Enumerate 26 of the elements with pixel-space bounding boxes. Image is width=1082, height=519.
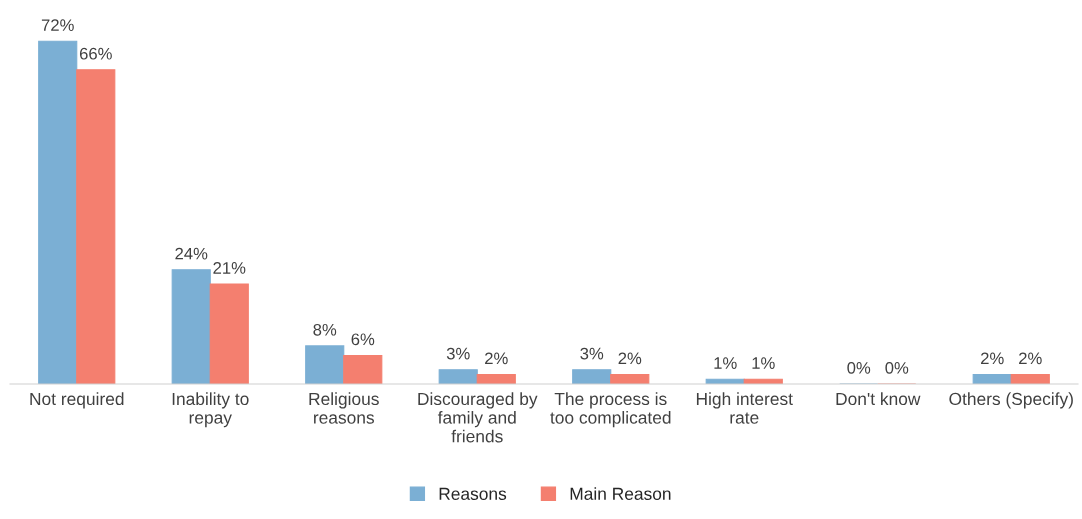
x-tick-label: Others (Specify)	[949, 392, 1073, 409]
data-label: 21%	[213, 261, 246, 274]
legend-label: Main Reason	[570, 487, 671, 500]
data-label: 2%	[1019, 352, 1042, 365]
data-label: 2%	[618, 352, 642, 365]
x-tick-label: Not required	[30, 392, 124, 409]
data-label: 66%	[79, 47, 112, 60]
x-tick-label: High interest rate	[696, 392, 793, 424]
x-tick-label: The process is too complicated	[550, 392, 671, 428]
data-label: 3%	[446, 347, 470, 360]
data-label: 0%	[885, 361, 909, 374]
data-label: 72%	[41, 19, 74, 31]
x-tick-label: Don't know	[836, 392, 921, 406]
legend-label: Reasons	[439, 487, 507, 500]
x-tick-label: Discouraged by family and friends	[418, 392, 538, 443]
x-tick-label: Religious reasons	[309, 392, 379, 424]
x-tick-label: Inability to repay	[172, 392, 249, 428]
data-label: 0%	[847, 361, 871, 374]
data-label: 24%	[175, 247, 208, 260]
data-label: 2%	[485, 352, 508, 365]
data-label: 1%	[714, 357, 737, 369]
data-label: 6%	[351, 333, 375, 346]
data-label: 2%	[981, 352, 1004, 365]
data-label: 3%	[580, 347, 604, 360]
data-label: 1%	[752, 357, 775, 369]
data-label: 8%	[313, 323, 337, 336]
